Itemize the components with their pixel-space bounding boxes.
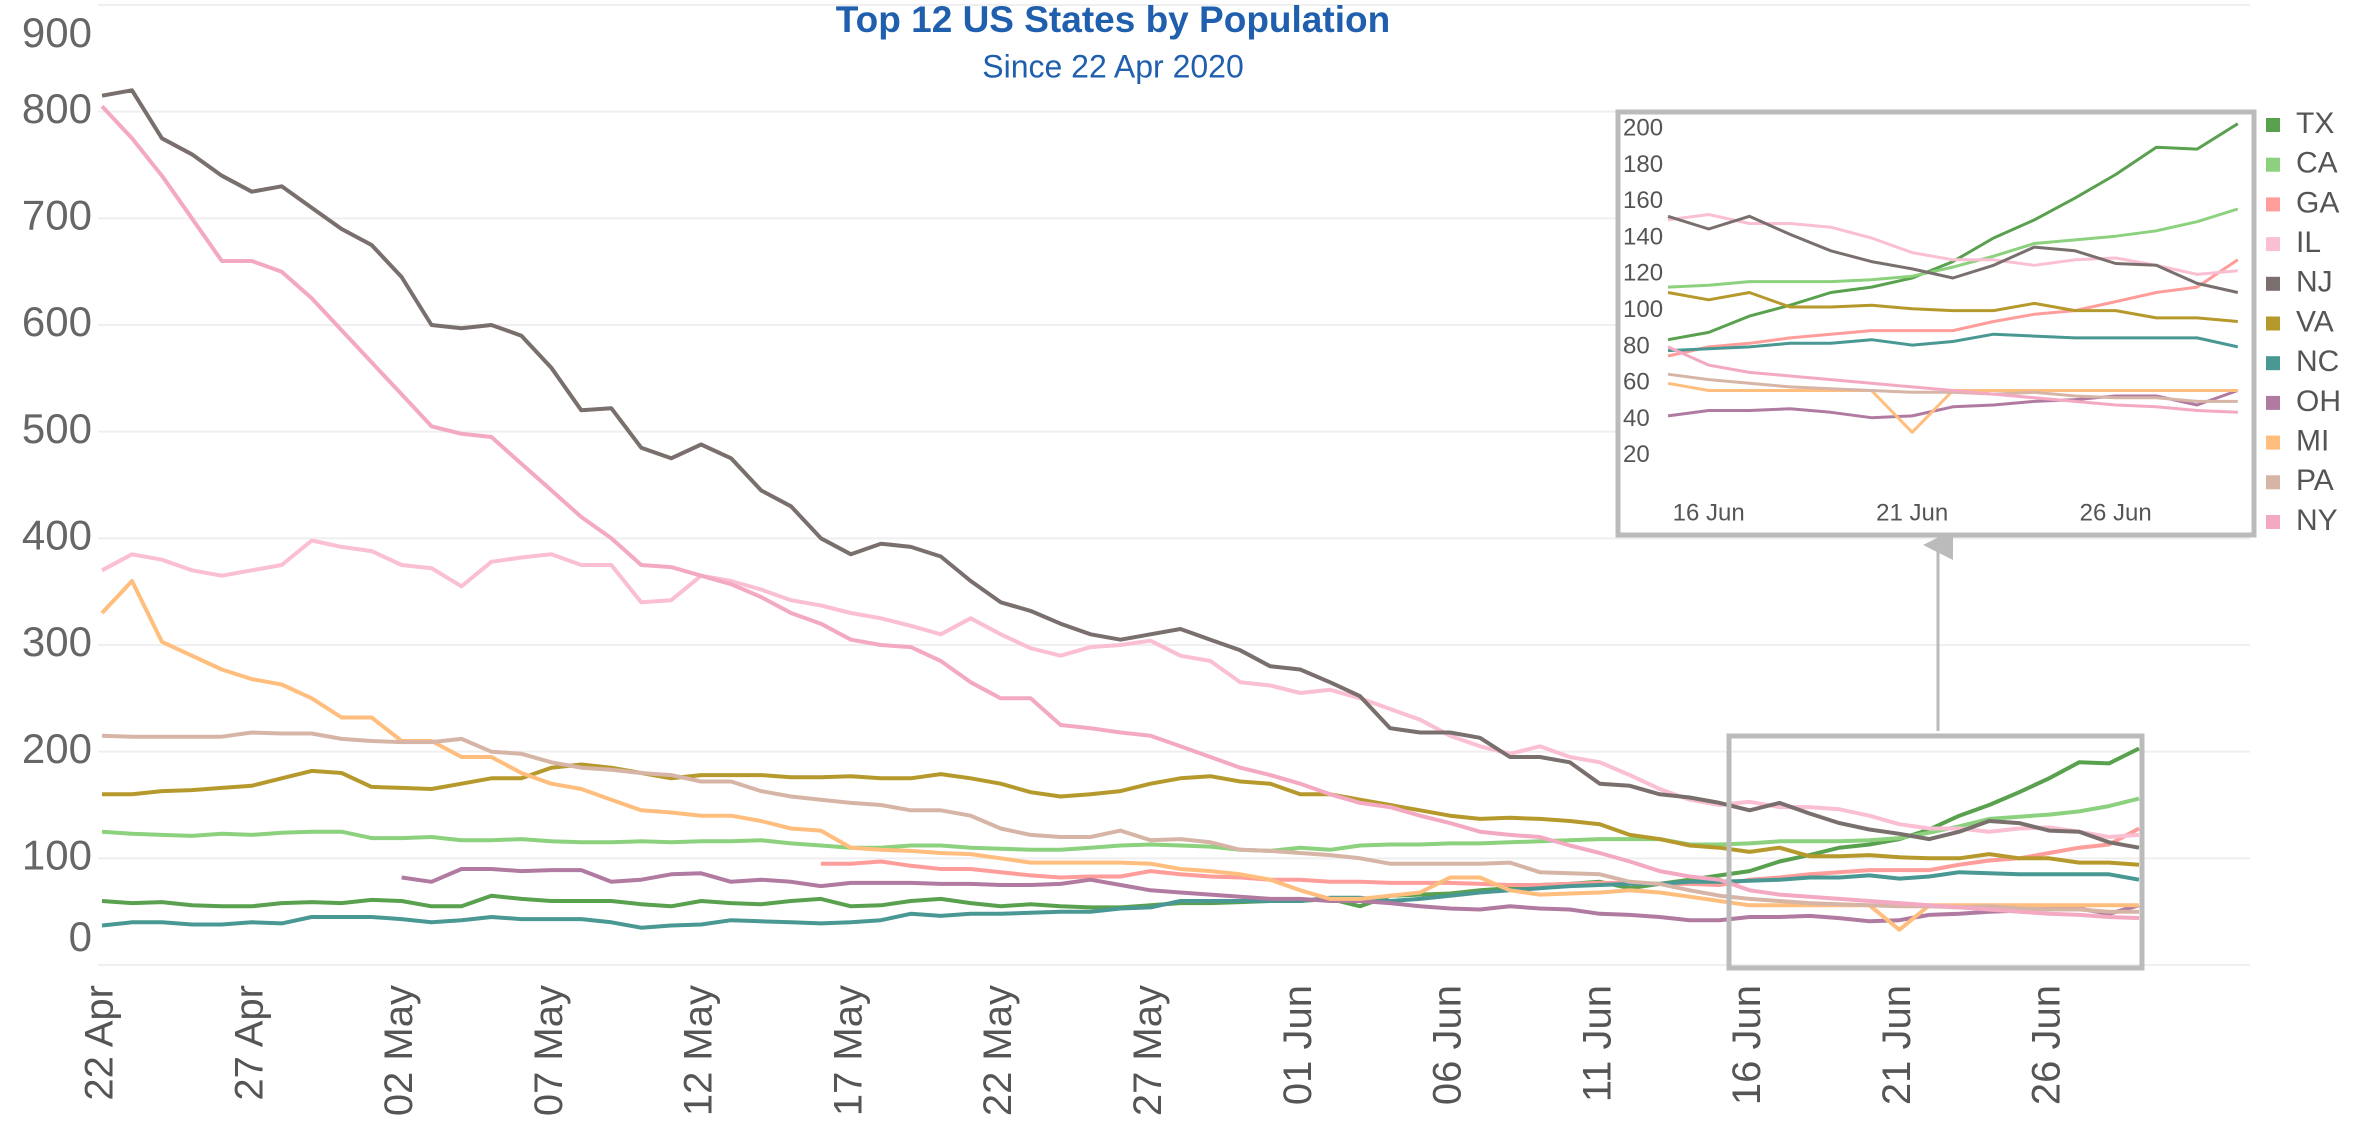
x-tick-label: 02 May [377, 985, 421, 1116]
y-tick-label: 900 [22, 9, 92, 56]
chart-subtitle: Since 22 Apr 2020 [982, 48, 1244, 84]
inset-series-line [1667, 332, 2239, 353]
legend-label: NJ [2296, 266, 2333, 299]
inset-y-tick-label: 160 [1623, 187, 1663, 214]
legend-swatch [2266, 118, 2280, 132]
x-tick-label: 01 Jun [1276, 985, 1320, 1105]
inset-series-line [1667, 122, 2239, 342]
inset-series-line [1667, 372, 2238, 403]
x-tick-label: 27 Apr [227, 985, 271, 1101]
y-tick-label: 500 [22, 405, 92, 452]
x-tick-label: 26 Jun [2025, 985, 2069, 1105]
legend-label: NC [2296, 345, 2339, 378]
inset-y-tick-label: 140 [1623, 223, 1663, 250]
legend-swatch [2266, 316, 2280, 331]
inset-x-tick-label: 26 Jun [2080, 499, 2152, 526]
legend-swatch [2266, 197, 2280, 212]
y-tick-label: 200 [22, 725, 92, 772]
y-tick-label: 600 [22, 298, 92, 345]
legend-swatch [2266, 515, 2280, 529]
x-tick-label: 12 May [677, 985, 721, 1116]
y-tick-label: 400 [22, 511, 92, 558]
series-line [101, 730, 2139, 914]
legend-label: GA [2296, 186, 2339, 219]
x-tick-label: 07 May [527, 985, 571, 1116]
legend-label: OH [2296, 385, 2341, 418]
legend: TX CA GA IL NJ VA NC OH MI PA NY [2266, 107, 2341, 537]
y-tick-label: 100 [22, 831, 92, 878]
inset-x-tick-label: 21 Jun [1876, 499, 1948, 526]
series-line [100, 104, 2140, 921]
legend-label: PA [2296, 464, 2334, 497]
x-tick-label: 17 May [826, 985, 870, 1116]
x-tick-label: 16 Jun [1725, 985, 1769, 1105]
legend-label: CA [2296, 147, 2338, 180]
x-tick-label: 06 Jun [1426, 985, 1470, 1105]
legend-swatch [2266, 475, 2280, 490]
inset-series-line [1667, 207, 2239, 289]
series-line [100, 579, 2139, 932]
inset-series-line [1667, 345, 2238, 414]
x-tick-label: 22 May [976, 985, 1020, 1116]
inset-lines [1667, 122, 2239, 434]
legend-swatch [2266, 276, 2280, 291]
legend-label: MI [2296, 425, 2329, 458]
zoom-region [1726, 733, 2145, 971]
legend-swatch [2266, 157, 2280, 172]
y-tick-label: 700 [22, 191, 92, 238]
x-tick-label: 11 Jun [1575, 985, 1619, 1102]
x-tick-label: 22 Apr [78, 985, 122, 1101]
legend-label: TX [2296, 107, 2334, 140]
inset-y-tick-label: 40 [1623, 405, 1650, 432]
inset-y-tick-label: 20 [1623, 441, 1650, 468]
legend-label: IL [2296, 226, 2321, 259]
grid: 0 100 200 300 400 500 600 700 800 900 22 Apr 27 Apr… [22, 4, 2250, 1116]
x-tick-label: 21 Jun [1875, 985, 1919, 1105]
inset-series-line [1667, 291, 2238, 323]
y-tick-label: 300 [22, 618, 92, 665]
chart-title: Top 12 US States by Population [836, 0, 1390, 40]
series-line [102, 762, 2140, 867]
series-line [820, 826, 2140, 887]
y-tick-label: 800 [22, 85, 92, 132]
legend-label: VA [2296, 305, 2334, 338]
legend-swatch [2266, 237, 2280, 252]
inset-y-tick-label: 100 [1623, 296, 1663, 323]
inset-y-tick-label: 60 [1623, 369, 1650, 396]
inset-frame [1615, 109, 2257, 538]
series-line [101, 88, 2140, 850]
series-line [101, 538, 2140, 839]
inset-y-tick-label: 200 [1623, 114, 1663, 141]
inset-series-line [1667, 389, 2239, 420]
inset-y-tick-label: 120 [1623, 260, 1663, 287]
lines [100, 88, 2140, 932]
x-tick-label: 27 May [1126, 985, 1170, 1116]
inset-y-tick-label: 180 [1623, 151, 1663, 178]
legend-swatch [2266, 435, 2280, 450]
inset-x-tick-label: 16 Jun [1673, 499, 1745, 526]
inset-series-line [1667, 214, 2239, 294]
legend-label: NY [2296, 504, 2338, 537]
y-tick-label: 0 [69, 913, 92, 960]
series-line [101, 870, 2140, 930]
inset-series-line [1667, 258, 2239, 358]
inset-y-tick-label: 80 [1623, 332, 1650, 359]
legend-swatch [2266, 356, 2280, 371]
series-line [101, 796, 2140, 853]
series-line [401, 867, 2140, 924]
inset: 20 40 60 80 100 120 140 160 180 200 16 Jun 21 Jun 26… [1623, 114, 2239, 526]
legend-swatch [2266, 395, 2280, 410]
